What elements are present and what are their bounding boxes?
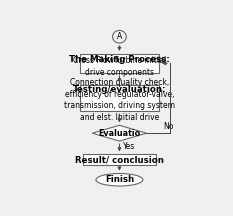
FancyBboxPatch shape (83, 154, 156, 165)
Polygon shape (92, 125, 147, 141)
Text: Testing/evaluation:: Testing/evaluation: (73, 86, 166, 94)
Text: Connection quality check,
efficiency of regulator-valve,
transmission, driving s: Connection quality check, efficiency of … (64, 78, 175, 122)
Text: Cross FlowTurbine initial
drive components: Cross FlowTurbine initial drive componen… (73, 56, 166, 77)
Text: The Making Process:: The Making Process: (69, 55, 170, 64)
Text: Yes: Yes (123, 142, 135, 151)
Ellipse shape (96, 173, 143, 186)
Text: Result/ conclusion: Result/ conclusion (75, 155, 164, 164)
Text: Finish: Finish (105, 175, 134, 184)
FancyBboxPatch shape (80, 54, 159, 73)
Text: A: A (117, 32, 122, 41)
Text: No: No (163, 122, 173, 131)
Text: Evaluatio: Evaluatio (98, 129, 140, 138)
FancyBboxPatch shape (80, 85, 159, 111)
